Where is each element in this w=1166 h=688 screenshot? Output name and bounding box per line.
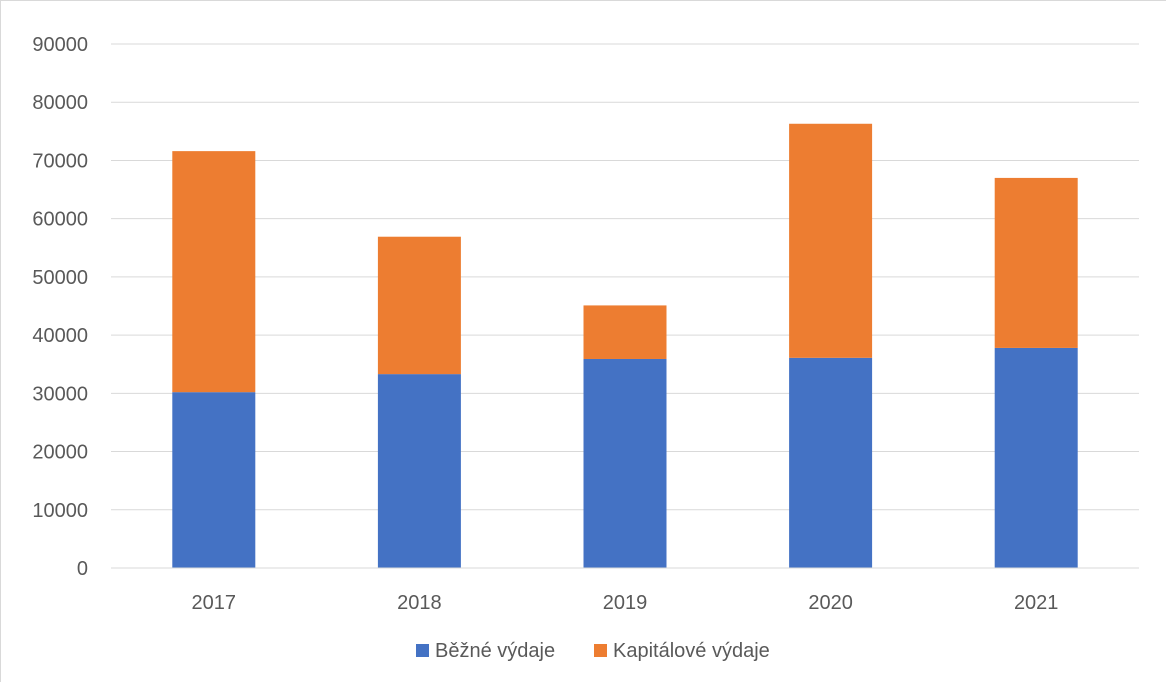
y-tick-label: 60000 [32,209,88,231]
x-tick-label: 2018 [397,592,442,614]
bars [172,123,1078,568]
x-tick-label: 2019 [603,592,648,614]
bar-2019-series-1 [583,358,667,568]
x-tick-label: 2017 [192,592,237,614]
bar-2017-series-1 [172,392,256,568]
bar-2019-series-2 [583,305,667,359]
bar-2018-series-1 [377,374,461,568]
y-tick-label: 40000 [32,325,88,347]
legend-swatch [416,644,429,657]
y-tick-label: 10000 [32,500,88,522]
legend-label: Běžné výdaje [435,640,555,662]
x-tick-label: 2021 [1014,592,1059,614]
bar-2018-series-2 [377,236,461,375]
bar-2017-series-2 [172,151,256,393]
legend: Běžné výdaje Kapitálové výdaje [416,640,770,662]
y-tick-label: 30000 [32,383,88,405]
y-tick-label: 90000 [32,34,88,56]
y-tick-label: 50000 [32,267,88,289]
y-tick-label: 70000 [32,150,88,172]
bar-2021-series-1 [994,347,1078,568]
legend-swatch [594,644,607,657]
legend-label: Kapitálové výdaje [613,640,770,662]
axes: 0 10000 20000 30000 40000 50000 60000 70000 8000… [32,34,1139,614]
bar-2020-series-1 [789,357,873,568]
bar-2021-series-2 [994,177,1078,348]
y-tick-label: 0 [77,558,88,580]
y-tick-label: 20000 [32,442,88,464]
y-tick-label: 80000 [32,92,88,114]
gridlines [111,43,1139,511]
bar-2020-series-2 [789,123,873,358]
x-tick-label: 2020 [808,592,853,614]
